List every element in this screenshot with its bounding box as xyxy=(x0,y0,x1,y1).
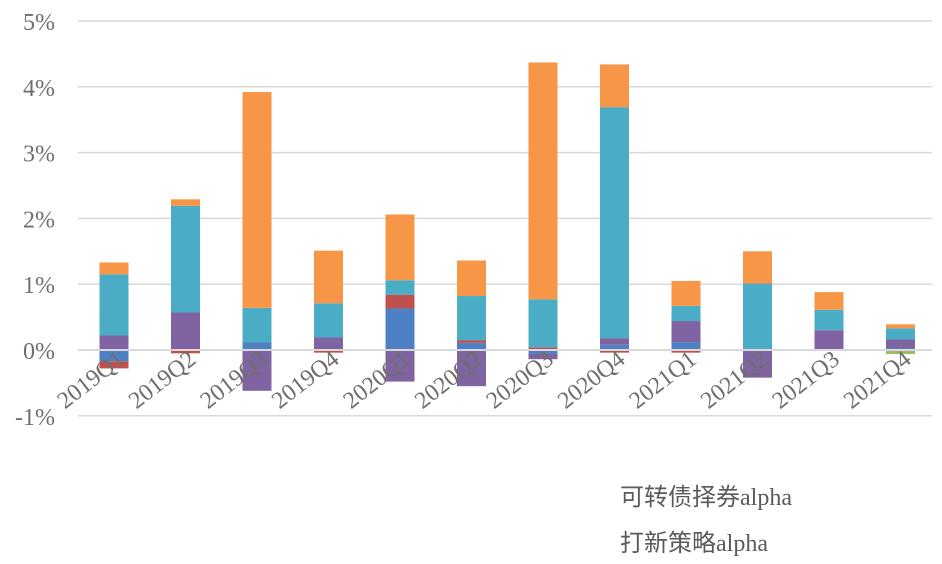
bar-segment xyxy=(99,361,129,369)
y-tick-label: -1% xyxy=(15,405,55,431)
bar-segment xyxy=(671,350,701,353)
bar-segment xyxy=(671,342,701,350)
bar-segment xyxy=(242,307,272,343)
bar-segment xyxy=(671,280,701,306)
x-tick-label: 2019Q4 xyxy=(267,346,344,414)
y-tick-label: 2% xyxy=(23,207,55,233)
x-tick-label: 2021Q4 xyxy=(839,346,916,414)
bar-segment xyxy=(528,299,558,348)
bar-segment xyxy=(99,274,129,336)
bar-segment xyxy=(528,62,558,300)
bar-segment xyxy=(457,342,486,350)
bar-segment xyxy=(385,308,415,350)
x-tick-label: 2021Q3 xyxy=(768,346,845,414)
x-tick-label: 2020Q4 xyxy=(553,346,630,414)
bar-segment xyxy=(743,283,772,350)
bar-segment xyxy=(385,280,415,295)
bar-segment xyxy=(171,350,200,354)
bar-segment xyxy=(314,303,343,338)
bar-segment xyxy=(314,250,343,304)
bar-segment xyxy=(457,350,486,387)
legend-item-convertible-bond-alpha: 可转债择券alpha xyxy=(620,477,792,512)
bar-segment xyxy=(171,205,200,313)
y-tick-labels: -1% 0% 1% 2% 3% 4% 5% xyxy=(15,10,55,431)
bar-segment xyxy=(600,107,629,339)
legend-label: 可转债择券alpha xyxy=(620,485,792,511)
bar-segment xyxy=(385,350,415,382)
bar-segment xyxy=(385,214,415,281)
x-tick-label: 2021Q2 xyxy=(696,346,773,414)
bar-segment xyxy=(314,350,343,353)
bar-segment xyxy=(171,199,200,206)
bar-segment xyxy=(314,337,343,350)
bar-segment xyxy=(457,296,486,341)
bar-segment xyxy=(385,294,415,309)
bar-segment xyxy=(99,262,129,275)
legend-label: 打新策略alpha xyxy=(620,531,768,557)
bar-segment xyxy=(814,292,844,310)
bar-segment xyxy=(99,335,129,350)
bar-segment xyxy=(600,338,629,345)
bar-segment xyxy=(457,260,486,297)
bar-segment xyxy=(528,353,558,360)
bars xyxy=(99,62,915,391)
bar-segment xyxy=(814,330,844,350)
x-tick-label: 2021Q1 xyxy=(625,346,702,414)
bar-segment xyxy=(600,64,629,108)
bar-segment xyxy=(743,251,772,284)
bar-segment xyxy=(528,347,558,350)
legend-item-ipo-strategy-alpha: 打新策略alpha xyxy=(620,523,768,558)
bar-segment xyxy=(886,351,915,354)
bar-segment xyxy=(99,350,129,362)
bar-segment xyxy=(886,328,915,340)
x-tick-label: 2020Q3 xyxy=(482,346,559,414)
bar-segment xyxy=(600,350,629,353)
bar-segment xyxy=(886,339,915,349)
bar-segment xyxy=(457,340,486,343)
y-tick-label: 0% xyxy=(23,339,55,365)
x-tick-label: 2019Q2 xyxy=(124,346,201,414)
y-tick-label: 5% xyxy=(23,10,55,36)
bar-segment xyxy=(171,312,200,350)
x-tick-label: 2019Q1 xyxy=(53,346,130,414)
bar-segment xyxy=(600,344,629,350)
y-tick-label: 4% xyxy=(23,76,55,102)
bar-segment xyxy=(242,350,272,391)
bar-segment xyxy=(743,350,772,378)
bar-segment xyxy=(242,92,272,308)
bar-segment xyxy=(671,321,701,343)
bar-segment xyxy=(814,309,844,331)
bar-segment xyxy=(671,305,701,322)
gridlines xyxy=(78,20,932,417)
y-tick-label: 1% xyxy=(23,273,55,299)
y-tick-label: 3% xyxy=(23,142,55,168)
bar-segment xyxy=(528,350,558,354)
bar-segment xyxy=(242,342,272,350)
bar-segment xyxy=(886,324,915,329)
